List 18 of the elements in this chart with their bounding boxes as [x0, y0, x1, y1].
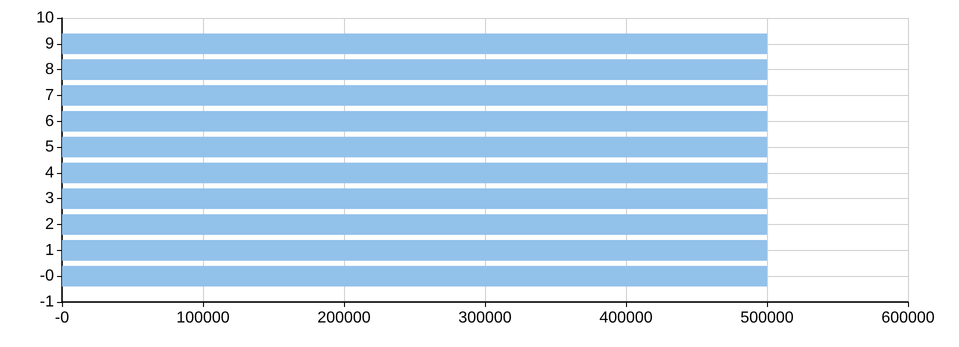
y-tick-label: -0 — [40, 268, 54, 285]
y-tick-label: 8 — [45, 61, 54, 78]
y-tick-label: 5 — [45, 138, 54, 156]
y-tick-label: 9 — [45, 35, 54, 52]
x-tick-label: 600000 — [881, 310, 935, 326]
x-tick-label: 400000 — [599, 310, 653, 326]
x-tick-label: 300000 — [458, 310, 512, 326]
y-tick-label: 1 — [45, 242, 54, 259]
y-tick-label: 3 — [45, 190, 54, 208]
y-tick-label: 2 — [45, 216, 54, 234]
y-tick-label: 4 — [45, 164, 54, 182]
x-tick-label: 100000 — [176, 310, 230, 326]
y-tick-label: 7 — [45, 86, 54, 104]
y-tick-label: -1 — [40, 294, 54, 310]
x-tick-label: 200000 — [317, 310, 371, 326]
y-tick-label: 10 — [36, 10, 54, 26]
x-tick-label: 500000 — [740, 310, 794, 326]
y-tick-label: 6 — [45, 112, 54, 130]
